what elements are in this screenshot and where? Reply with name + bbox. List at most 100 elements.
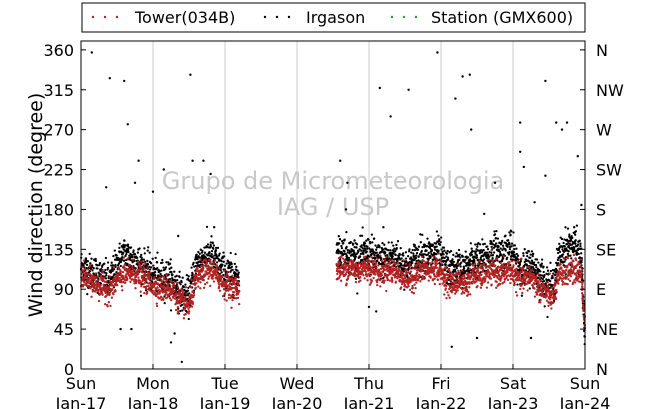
- x-tick-label-date: Jan-22: [415, 394, 467, 409]
- data-point: [440, 236, 443, 239]
- data-point: [349, 258, 353, 262]
- data-point: [346, 251, 349, 254]
- data-point: [148, 275, 152, 278]
- outlier-point: [367, 305, 371, 309]
- data-point: [561, 261, 565, 264]
- data-point: [490, 245, 493, 249]
- data-point: [552, 291, 555, 295]
- data-point: [82, 259, 86, 262]
- data-point: [175, 293, 178, 296]
- data-point: [355, 246, 358, 249]
- data-point: [112, 293, 115, 296]
- outlier-point: [105, 186, 108, 189]
- data-point: [581, 298, 585, 302]
- data-point: [124, 281, 127, 284]
- outlier-point: [454, 97, 457, 100]
- data-point: [490, 249, 493, 252]
- data-point: [354, 262, 357, 265]
- data-point: [477, 262, 480, 265]
- data-point: [518, 261, 522, 265]
- data-point: [413, 267, 417, 270]
- data-point: [391, 255, 394, 258]
- data-point: [494, 245, 497, 248]
- data-point: [482, 262, 486, 266]
- data-point: [477, 241, 480, 245]
- data-point: [541, 274, 544, 277]
- data-point: [474, 250, 478, 253]
- data-point: [361, 272, 364, 275]
- data-point: [435, 257, 438, 260]
- data-point: [383, 268, 386, 272]
- data-point: [362, 252, 365, 256]
- data-point: [187, 286, 190, 289]
- data-point: [428, 241, 431, 244]
- data-point: [153, 277, 156, 281]
- outlier-point: [576, 155, 579, 158]
- data-point: [412, 252, 415, 255]
- data-point: [488, 255, 491, 258]
- data-point: [155, 293, 159, 296]
- data-point: [557, 274, 560, 277]
- data-point: [371, 266, 374, 270]
- data-point: [208, 272, 211, 275]
- data-point: [415, 281, 418, 284]
- data-point: [429, 243, 432, 246]
- data-point: [502, 255, 506, 258]
- data-point: [535, 258, 539, 261]
- data-point: [380, 274, 384, 277]
- y-tick-label: 0: [64, 360, 74, 379]
- data-point: [513, 244, 517, 247]
- data-point: [169, 309, 173, 312]
- data-point: [396, 258, 399, 262]
- data-point: [506, 271, 509, 274]
- data-point: [214, 246, 218, 250]
- data-point: [230, 262, 233, 266]
- data-point: [385, 255, 388, 259]
- data-point: [205, 225, 209, 229]
- outlier-point: [344, 208, 348, 211]
- data-point: [383, 258, 387, 261]
- legend-box: [81, 2, 586, 33]
- data-point: [402, 254, 405, 257]
- data-point: [234, 276, 237, 279]
- data-point: [151, 257, 154, 260]
- data-point: [431, 244, 435, 247]
- data-point: [209, 245, 213, 248]
- data-point: [194, 273, 198, 277]
- data-point: [120, 281, 123, 284]
- data-point: [579, 258, 582, 261]
- data-point: [446, 256, 450, 259]
- y-axis-label-group: Wind direction (degree): [25, 93, 47, 318]
- outlier-point: [560, 128, 564, 131]
- data-point: [565, 276, 568, 279]
- data-point: [383, 261, 386, 264]
- data-point: [104, 256, 108, 260]
- data-point: [457, 264, 460, 267]
- data-point: [102, 279, 105, 282]
- data-point: [129, 280, 132, 284]
- data-point: [83, 281, 86, 284]
- data-point: [176, 302, 179, 305]
- data-point: [504, 234, 507, 237]
- data-point: [441, 250, 444, 253]
- data-point: [363, 242, 367, 245]
- data-point: [374, 273, 377, 276]
- data-point: [232, 286, 235, 290]
- data-point: [390, 241, 393, 244]
- data-point: [118, 277, 121, 280]
- data-point: [529, 256, 532, 260]
- data-point: [487, 264, 490, 268]
- data-point: [563, 257, 566, 260]
- data-point: [494, 264, 497, 267]
- data-point: [396, 240, 400, 243]
- data-point: [102, 277, 105, 280]
- data-point: [365, 247, 369, 250]
- data-point: [454, 270, 457, 273]
- data-point: [538, 284, 541, 287]
- data-point: [113, 273, 116, 276]
- data-point: [448, 296, 451, 299]
- data-point: [501, 248, 504, 252]
- data-point: [113, 258, 117, 261]
- outlier-point: [213, 226, 216, 229]
- data-point: [339, 279, 343, 282]
